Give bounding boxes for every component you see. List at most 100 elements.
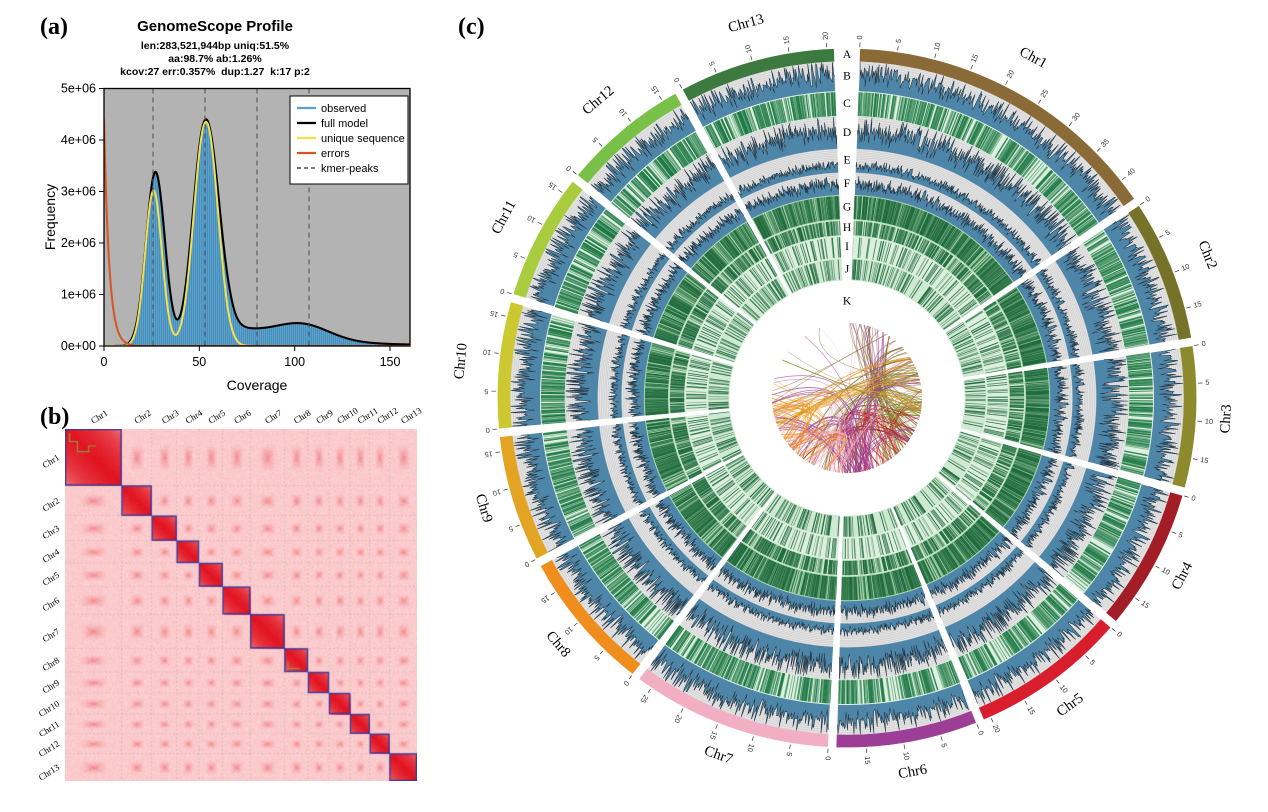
svg-text:0: 0 (523, 560, 531, 570)
svg-text:E: E (843, 155, 850, 167)
svg-text:15: 15 (863, 756, 872, 765)
svg-text:10: 10 (526, 213, 538, 225)
svg-text:Chr9: Chr9 (314, 407, 335, 425)
svg-text:5: 5 (939, 742, 949, 748)
svg-text:0: 0 (485, 426, 490, 435)
svg-text:F: F (844, 178, 850, 190)
svg-text:C: C (843, 98, 851, 110)
svg-text:kmer-peaks: kmer-peaks (321, 163, 379, 175)
svg-text:10: 10 (1160, 565, 1171, 577)
svg-text:15: 15 (1192, 299, 1202, 310)
svg-text:Chr8: Chr8 (41, 655, 62, 673)
svg-text:10: 10 (617, 107, 629, 119)
svg-text:Chr3: Chr3 (160, 407, 181, 425)
svg-text:5: 5 (894, 38, 903, 43)
svg-text:I: I (845, 241, 849, 253)
svg-text:Chr7: Chr7 (41, 626, 62, 644)
svg-text:5: 5 (707, 60, 717, 67)
svg-text:errors: errors (321, 148, 350, 160)
svg-text:Chr6: Chr6 (897, 762, 928, 783)
svg-text:Chr2: Chr2 (1195, 239, 1221, 272)
svg-text:10: 10 (745, 743, 756, 753)
svg-text:15: 15 (969, 53, 980, 64)
svg-text:5: 5 (512, 250, 519, 260)
svg-text:10: 10 (932, 42, 943, 52)
svg-text:15: 15 (547, 180, 559, 192)
svg-text:Chr10: Chr10 (37, 698, 62, 719)
svg-text:5: 5 (1088, 658, 1097, 667)
svg-text:30: 30 (1070, 111, 1082, 123)
svg-text:0: 0 (672, 76, 682, 84)
svg-text:0: 0 (1115, 630, 1124, 639)
svg-text:Chr12: Chr12 (375, 405, 399, 425)
svg-text:H: H (843, 222, 851, 234)
svg-text:0: 0 (1201, 339, 1206, 349)
svg-text:10: 10 (743, 44, 754, 54)
svg-text:Chr11: Chr11 (37, 719, 61, 739)
svg-text:Chr4: Chr4 (41, 546, 62, 564)
svg-text:full model: full model (321, 118, 368, 130)
svg-text:50: 50 (192, 355, 206, 369)
svg-text:15: 15 (484, 449, 493, 459)
svg-text:150: 150 (380, 355, 401, 369)
svg-text:Chr6: Chr6 (41, 595, 62, 613)
svg-text:Chr5: Chr5 (41, 569, 62, 587)
svg-text:Chr9: Chr9 (472, 492, 496, 524)
svg-text:15: 15 (1139, 598, 1151, 610)
svg-text:Frequency: Frequency (42, 184, 58, 250)
svg-text:Chr1: Chr1 (41, 452, 62, 470)
svg-text:0: 0 (1190, 493, 1196, 503)
svg-text:0: 0 (824, 756, 833, 761)
svg-text:20: 20 (672, 713, 684, 724)
svg-text:Chr1: Chr1 (1017, 44, 1050, 72)
svg-text:Chr1: Chr1 (89, 408, 110, 426)
svg-text:Chr5: Chr5 (207, 407, 228, 425)
svg-text:15: 15 (539, 593, 551, 605)
svg-text:5: 5 (507, 524, 514, 534)
svg-text:Chr7: Chr7 (263, 407, 284, 425)
svg-text:2e+06: 2e+06 (61, 236, 96, 250)
svg-text:15: 15 (1200, 455, 1210, 465)
svg-text:40: 40 (1125, 166, 1137, 178)
svg-text:100: 100 (284, 355, 305, 369)
svg-text:15: 15 (489, 309, 499, 320)
svg-text:J: J (845, 263, 850, 275)
svg-text:10: 10 (483, 347, 492, 357)
svg-text:Chr2: Chr2 (41, 495, 62, 513)
svg-text:15: 15 (781, 36, 791, 46)
svg-text:20: 20 (1004, 68, 1016, 79)
svg-text:Chr12: Chr12 (579, 83, 617, 119)
svg-text:Chr6: Chr6 (232, 407, 253, 425)
svg-text:25: 25 (639, 693, 651, 705)
svg-text:5e+06: 5e+06 (61, 82, 96, 96)
svg-text:Chr10: Chr10 (451, 342, 470, 380)
svg-text:Chr8: Chr8 (292, 407, 313, 425)
svg-text:5: 5 (1164, 228, 1172, 238)
svg-text:0: 0 (499, 287, 506, 297)
svg-text:0: 0 (855, 35, 864, 39)
svg-text:5: 5 (590, 135, 599, 144)
svg-text:0: 0 (1144, 194, 1152, 204)
svg-text:10: 10 (901, 751, 911, 760)
svg-text:Chr4: Chr4 (184, 407, 205, 425)
svg-text:observed: observed (321, 103, 366, 115)
svg-text:Chr2: Chr2 (132, 408, 153, 426)
svg-text:Chr13: Chr13 (399, 405, 424, 426)
svg-text:20: 20 (991, 723, 1003, 734)
svg-text:10: 10 (1058, 683, 1070, 695)
svg-text:15: 15 (649, 84, 661, 96)
svg-text:25: 25 (1038, 88, 1050, 100)
svg-text:K: K (843, 296, 852, 308)
svg-text:10: 10 (1205, 417, 1214, 427)
svg-text:Chr5: Chr5 (1054, 690, 1087, 720)
svg-text:B: B (843, 70, 851, 82)
svg-text:0: 0 (976, 729, 986, 736)
svg-text:A: A (843, 49, 852, 61)
svg-text:Chr10: Chr10 (335, 405, 360, 426)
svg-text:Chr12: Chr12 (37, 738, 61, 758)
svg-text:5: 5 (785, 751, 795, 756)
svg-text:1e+06: 1e+06 (61, 288, 96, 302)
svg-text:D: D (843, 127, 851, 139)
svg-text:unique sequence: unique sequence (321, 133, 405, 145)
svg-text:Chr4: Chr4 (1169, 559, 1197, 593)
